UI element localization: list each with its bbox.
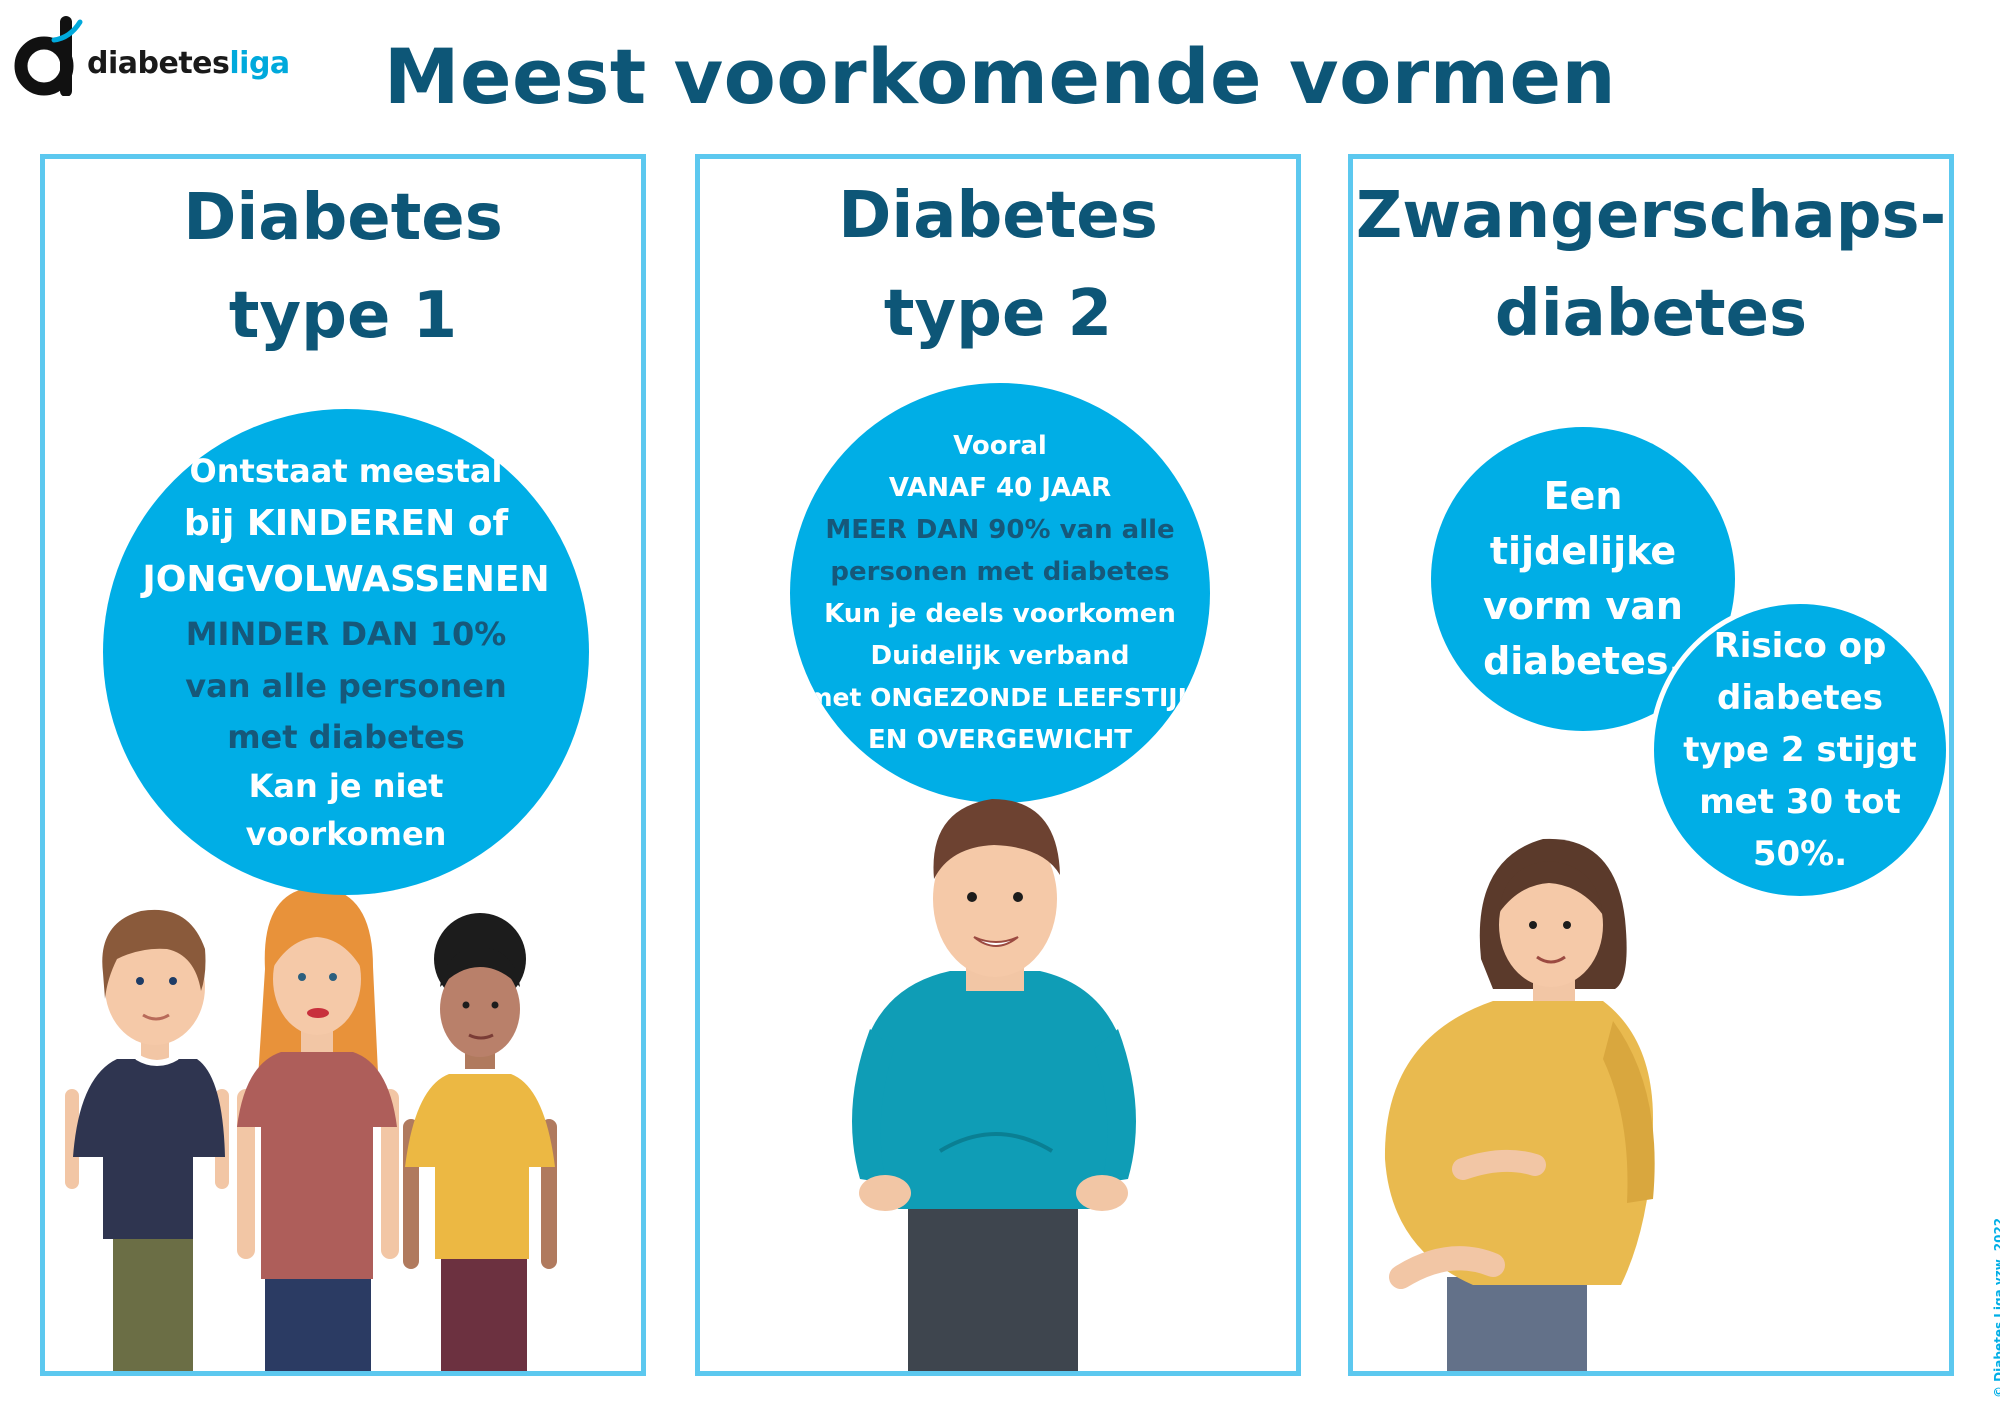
panel-title: Diabetes type 1 [45,169,641,365]
panel-title-line2: type 1 [228,279,458,353]
bubble-line: Ontstaat meestal [189,452,503,490]
bubble-line: tijdelijke [1489,529,1677,573]
pregnant-woman-illustration [1384,838,1655,1371]
bubble-line: Risico op [1713,626,1887,666]
logo-text-diabetes: diabetes [87,46,230,81]
bubble-line: diabetes. [1483,639,1683,683]
info-bubble: Vooral VANAF 40 JAAR MEER DAN 90% van al… [790,383,1210,803]
panel-diabetes-type-2: Diabetes type 2 Vooral VANAF 40 JAAR MEE… [695,154,1301,1376]
panel-title-line2: type 2 [883,277,1113,351]
bubble-line: voorkomen [245,815,447,853]
panel-title: Diabetes type 2 [700,167,1296,363]
bubble-line: JONGVOLWASSENEN [142,559,550,600]
bubble-line: diabetes [1717,678,1883,718]
panel-title-line1: Zwangerschaps- [1355,179,1947,253]
panel-zwangerschapsdiabetes: Zwangerschaps- diabetes Een tijdelijke v… [1348,154,1954,1376]
bubble-line: van alle personen [185,667,507,705]
kid-figure [403,913,557,1371]
panel-title-line2: diabetes [1494,277,1808,351]
logo-wordmark: diabetesliga [87,46,290,81]
panel-title: Zwangerschaps- diabetes [1353,167,1949,363]
bubble-line: personen met diabetes [830,557,1170,587]
copyright-note: © Diabetes Liga vzw, 2022 [1992,1217,2000,1398]
logo-text-liga: liga [229,46,290,81]
bubble-line: Kan je niet [248,767,444,805]
panel-title-line1: Diabetes [838,179,1158,253]
bubble-line: VANAF 40 JAAR [888,473,1112,503]
woman-figure [1384,838,1655,1371]
bubble-line: Vooral [953,431,1047,461]
panel-title-line1: Diabetes [183,181,503,255]
bubble-line: Een [1543,474,1623,518]
diabetesliga-logo[interactable]: diabetesliga [14,16,290,96]
boy-figure [65,909,229,1371]
bubble-line: Kun je deels voorkomen [824,599,1176,629]
man-figure [852,799,1136,1371]
bubble-line: MEER DAN 90% van alle [825,515,1175,545]
bubble-line: met diabetes [227,718,465,756]
page-title: Meest voorkomende vormen [383,32,1617,121]
children-illustration [65,887,557,1371]
logo-mark-icon [14,16,83,96]
panel-diabetes-type-1: Diabetes type 1 [40,154,646,1376]
bubble-line: bij KINDEREN of [183,503,509,544]
bubble-line: vorm van [1483,584,1683,628]
girl-figure [237,887,399,1371]
bubble-line: met 30 tot [1699,782,1901,822]
bubble-line: Duidelijk verband [870,641,1130,671]
man-illustration [852,799,1136,1371]
bubble-line: 50%. [1752,834,1848,874]
bubble-line: MINDER DAN 10% [185,615,507,653]
bubble-line: type 2 stijgt [1683,730,1917,770]
bubble-line: EN OVERGEWICHT [868,725,1132,755]
info-bubble: Ontstaat meestal bij KINDEREN of JONGVOL… [103,409,589,895]
risk-bubble: Risico op diabetes type 2 stijgt met 30 … [1649,599,1949,901]
bubble-line: met ONGEZONDE LEEFSTIJL [806,683,1194,712]
